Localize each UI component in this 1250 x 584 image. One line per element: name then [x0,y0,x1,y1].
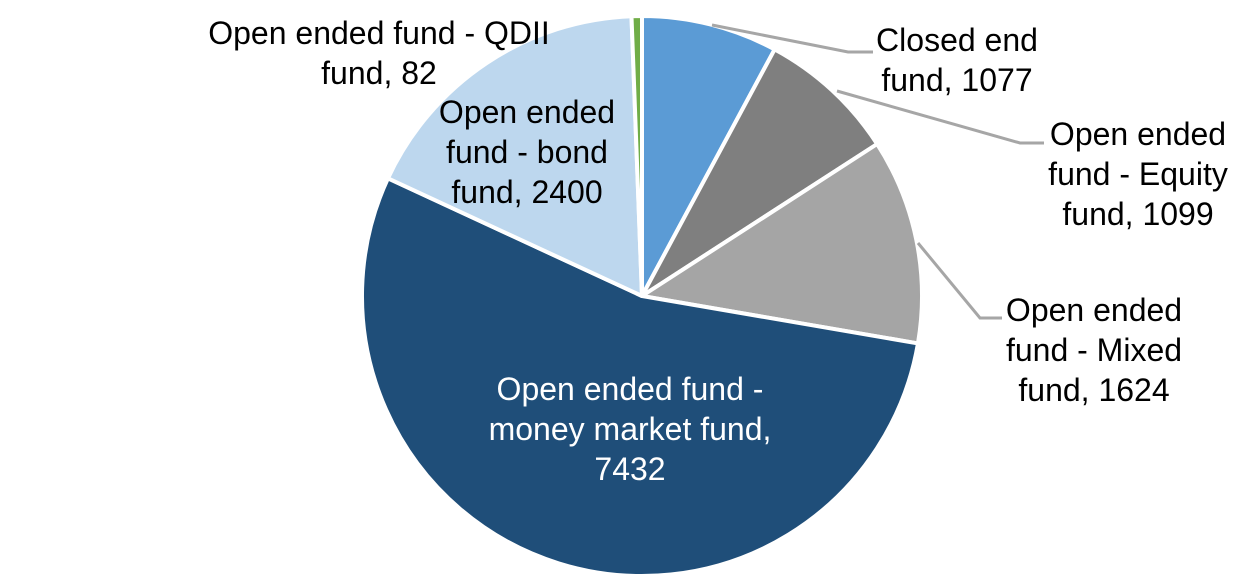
data-label-line: money market fund, [488,411,772,447]
data-label-equity-fund: Open ended fund - Equity fund, 1099 [1048,114,1228,234]
pie-slice-open-ended-bond-fund[interactable] [385,14,644,298]
data-label-line: fund, 2400 [451,174,603,210]
pie-slice-open-ended-qdii-fund[interactable] [629,14,644,298]
data-label-line: Open ended [1049,116,1227,152]
data-label-line: fund, 82 [321,55,437,91]
data-label-line: fund, 1624 [1018,372,1170,408]
leader-line-open-ended-equity-fund [836,89,1044,145]
data-label-line: Closed end [876,22,1038,58]
data-label-line: Open ended [1005,292,1183,328]
data-label-line: fund - Mixed [1005,332,1183,368]
data-label-bond-fund: Open ended fund - bond fund, 2400 [439,92,615,212]
data-label-closed-end-fund: Closed end fund, 1077 [876,20,1038,100]
data-label-line: fund, 1099 [1062,196,1214,232]
leader-line-closed-end-fund [711,23,873,54]
data-label-money-market-fund: Open ended fund - money market fund, 743… [489,369,772,489]
pie-slice-open-ended-mixed-fund[interactable] [640,142,924,346]
data-label-line: Open ended [438,94,616,130]
data-label-qdii-fund: Open ended fund - QDII fund, 82 [208,13,550,93]
data-label-mixed-fund: Open ended fund - Mixed fund, 1624 [1006,290,1182,410]
data-label-line: fund - Equity [1048,156,1228,192]
leader-line-open-ended-mixed-fund [916,242,1002,320]
data-label-line: fund, 1077 [881,62,1033,98]
data-label-line: Open ended fund - QDII [208,15,550,51]
pie-slice-open-ended-equity-fund[interactable] [640,47,880,298]
data-label-line: fund - bond [446,134,608,170]
pie-slice-open-ended-money-market-fund[interactable] [360,176,920,578]
data-label-line: 7432 [594,451,666,487]
data-label-line: Open ended fund - [496,371,764,407]
pie-slice-closed-end-fund[interactable] [640,14,777,298]
